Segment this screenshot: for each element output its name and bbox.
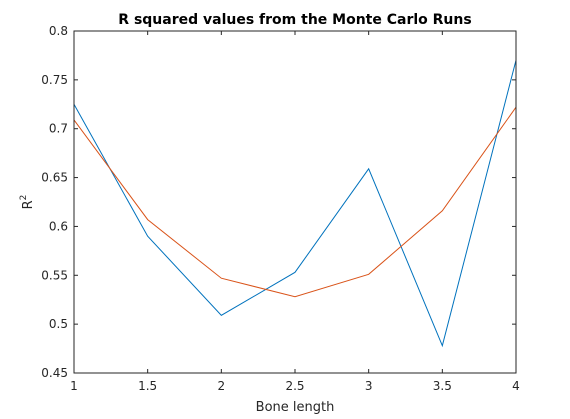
x-axis-ticks: 1 1.5 2 2.5 3 3.5 4 [70, 31, 520, 393]
series-line-2 [73, 106, 517, 298]
series-layer [73, 60, 517, 348]
x-tick-label: 3 [365, 379, 373, 393]
y-axis-ticks: 0.45 0.5 0.55 0.6 0.65 0.7 0.75 0.8 [41, 24, 516, 380]
y-tick-label: 0.75 [41, 73, 68, 87]
y-axis-label: R2 [19, 195, 36, 210]
y-tick-label: 0.5 [49, 317, 68, 331]
y-tick-label: 0.7 [49, 122, 68, 136]
series-line-1 [73, 60, 517, 348]
x-tick-label: 2 [218, 379, 226, 393]
y-tick-label: 0.8 [49, 24, 68, 38]
x-tick-label: 1 [70, 379, 78, 393]
plot-background [74, 31, 516, 373]
y-axis-label-text: R [21, 200, 36, 209]
chart-title: R squared values from the Monte Carlo Ru… [118, 12, 471, 28]
y-tick-label: 0.65 [41, 171, 68, 185]
x-axis-label: Bone length [256, 400, 335, 415]
y-tick-label: 0.45 [41, 366, 68, 380]
x-tick-label: 4 [512, 379, 520, 393]
y-tick-label: 0.6 [49, 219, 68, 233]
x-tick-label: 3.5 [433, 379, 452, 393]
y-axis-label-superscript: 2 [19, 195, 29, 201]
y-tick-label: 0.55 [41, 268, 68, 282]
x-tick-label: 2.5 [285, 379, 304, 393]
x-tick-label: 1.5 [138, 379, 157, 393]
